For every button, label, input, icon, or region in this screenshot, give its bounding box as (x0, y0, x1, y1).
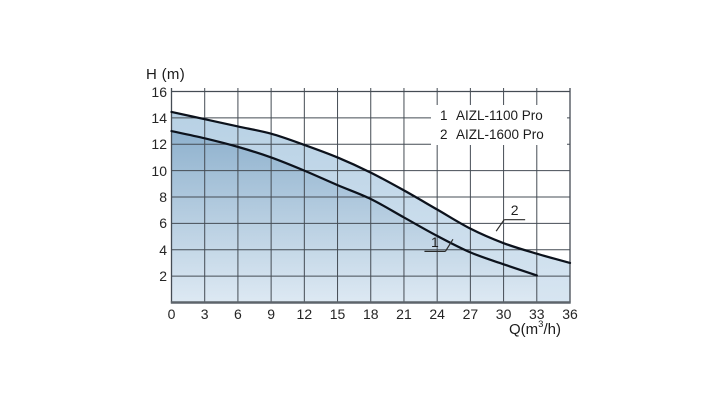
y-tick-label: 2 (159, 268, 167, 285)
legend-item-label: AIZL-1100 Pro (456, 108, 543, 123)
x-axis-title-superscript: 3 (538, 319, 544, 330)
curve-label-leader (495, 219, 505, 232)
y-tick-label: 10 (151, 162, 167, 179)
curve-label-2: 2 (511, 202, 519, 218)
y-axis-title: H (m) (146, 66, 185, 83)
legend-item-2: 2 AIZL-1600 Pro (440, 125, 567, 144)
curve-series-2 (170, 110, 572, 265)
x-tick-label: 6 (234, 306, 242, 322)
x-tick-label: 18 (362, 306, 379, 322)
chart-legend: 1 AIZL-1100 Pro 2 AIZL-1600 Pro (431, 105, 567, 145)
y-tick-label: 6 (159, 215, 167, 232)
y-tick-label: 16 (151, 83, 167, 100)
curve-series-1 (170, 129, 538, 277)
x-tick-label: 0 (167, 306, 176, 322)
legend-item-1: 1 AIZL-1100 Pro (440, 106, 567, 125)
x-tick-label: 9 (267, 306, 276, 322)
x-axis-title: Q(m3/h) (509, 319, 561, 338)
x-tick-label: 36 (562, 306, 578, 322)
x-tick-label: 21 (396, 306, 412, 322)
x-tick-label: 3 (200, 306, 209, 322)
legend-item-number: 2 (440, 127, 448, 142)
y-tick-label: 12 (151, 136, 167, 153)
area-fill-series-1 (171, 131, 537, 303)
legend-item-number: 1 (440, 108, 448, 123)
curve-label-leader (444, 239, 454, 252)
y-tick-label: 14 (151, 109, 167, 126)
x-tick-label: 12 (296, 306, 313, 322)
y-tick-label: 4 (159, 241, 167, 258)
curve-label-1: 1 (431, 234, 439, 250)
x-axis-title-prefix: Q(m (509, 321, 539, 338)
x-tick-label: 24 (429, 306, 445, 322)
x-tick-label: 30 (495, 306, 512, 322)
x-tick-label: 33 (528, 306, 545, 322)
x-tick-label: 15 (329, 306, 346, 322)
legend-item-label: AIZL-1600 Pro (456, 127, 544, 142)
x-axis-title-suffix: /h) (543, 321, 561, 338)
y-tick-label: 8 (159, 189, 167, 205)
x-tick-label: 27 (462, 306, 479, 322)
